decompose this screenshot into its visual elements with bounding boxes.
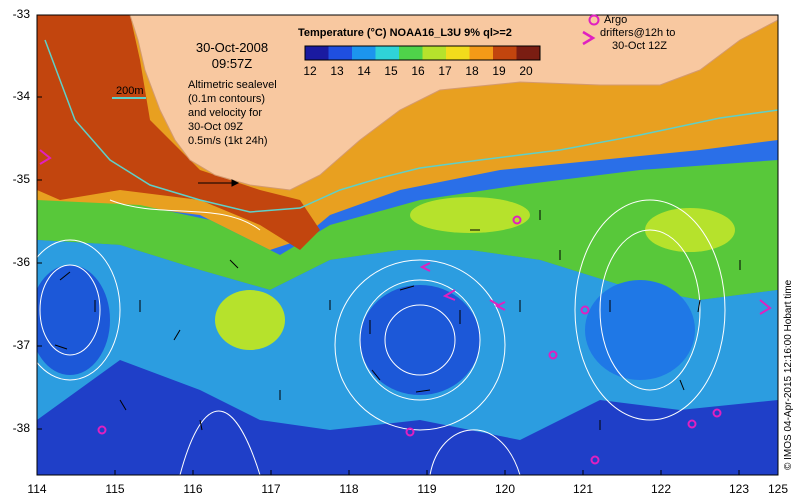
hot-coastal-band [37,15,320,250]
argo-legend-line: Argo [604,14,628,26]
colorbar-tick: 12 [303,64,317,78]
argo-legend-circle [588,14,600,26]
cold-eddy-east [585,280,695,380]
colorbar-swatch [399,46,423,60]
credit-text: © IMOS 04-Apr-2015 12:16:00 Hobart time [783,279,794,470]
cold-eddy-center [360,285,480,395]
axis-ticks [36,14,740,475]
legend-line: (0.1m contours) [188,93,266,105]
lat-label: -35 [12,172,30,186]
colorbar-swatch [493,46,517,60]
lon-label: 114 [27,482,47,496]
lon-label: 120 [494,482,516,496]
colorbar-tick: 16 [411,64,425,78]
lat-label: -34 [12,89,30,103]
colorbar [304,45,541,61]
colorbar-swatch [375,46,400,60]
legend-line: Altimetric sealevel [188,79,277,91]
argo-legend-line: drifters@12h to [600,27,676,39]
lon-label: 121 [572,482,594,496]
argo-legend-chevron [582,30,596,46]
cold-water [37,360,778,475]
colorbar-frame [304,45,541,61]
colorbar-title: Temperature (°C) NOAA16_L3U 9% ql>=2 [298,27,512,39]
lon-label: 122 [650,482,672,496]
observation-date: 30-Oct-2008 [195,40,269,55]
lat-label: -37 [12,338,30,352]
lat-label: -33 [12,7,30,21]
colorbar-tick: 14 [357,64,371,78]
lon-label: 119 [417,482,437,496]
argo-drifters [39,149,772,465]
colorbar-swatch [516,46,541,60]
colorbar-swatch [328,46,353,60]
green-band [37,160,778,300]
argo-legend-line: 30-Oct 12Z [612,40,668,52]
lon-label: 125 [767,482,789,496]
sea-level-contours [37,199,726,475]
colorbar-swatch [422,46,447,60]
colorbar-tick: 19 [492,64,506,78]
colorbar-tick: 13 [330,64,344,78]
warm-patch-2 [410,197,530,233]
colorbar-tick: 17 [438,64,452,78]
velocity-scale-arrow [198,179,240,187]
lat-label: -36 [12,255,30,269]
warm-patch [215,290,285,350]
colorbar-swatch [352,46,376,60]
observation-time: 09:57Z [211,56,253,71]
isobath-200m [44,39,778,213]
lat-label: -38 [12,421,30,435]
australia-land [129,15,778,191]
colorbar-tick: 18 [465,64,479,78]
colorbar-tick: 15 [384,64,398,78]
colorbar-tick: 20 [519,64,533,78]
lon-label: 117 [261,482,281,496]
colorbar-swatch [305,46,329,60]
isobath-label: 200m [116,85,144,97]
legend-line: and velocity for [188,107,262,119]
legend-line: 0.5m/s (1kt 24h) [188,135,268,147]
velocity-arrows [54,210,741,431]
lon-label: 118 [339,482,359,496]
colorbar-swatch [469,46,494,60]
colorbar-swatch [446,46,470,60]
warm-patch-3 [645,208,735,252]
cold-eddy-west [37,265,110,375]
lon-label: 115 [105,482,125,496]
lon-label: 123 [728,482,750,496]
plot-frame [36,14,779,476]
lon-label: 116 [183,482,203,496]
legend-line: 30-Oct 09Z [188,121,244,133]
